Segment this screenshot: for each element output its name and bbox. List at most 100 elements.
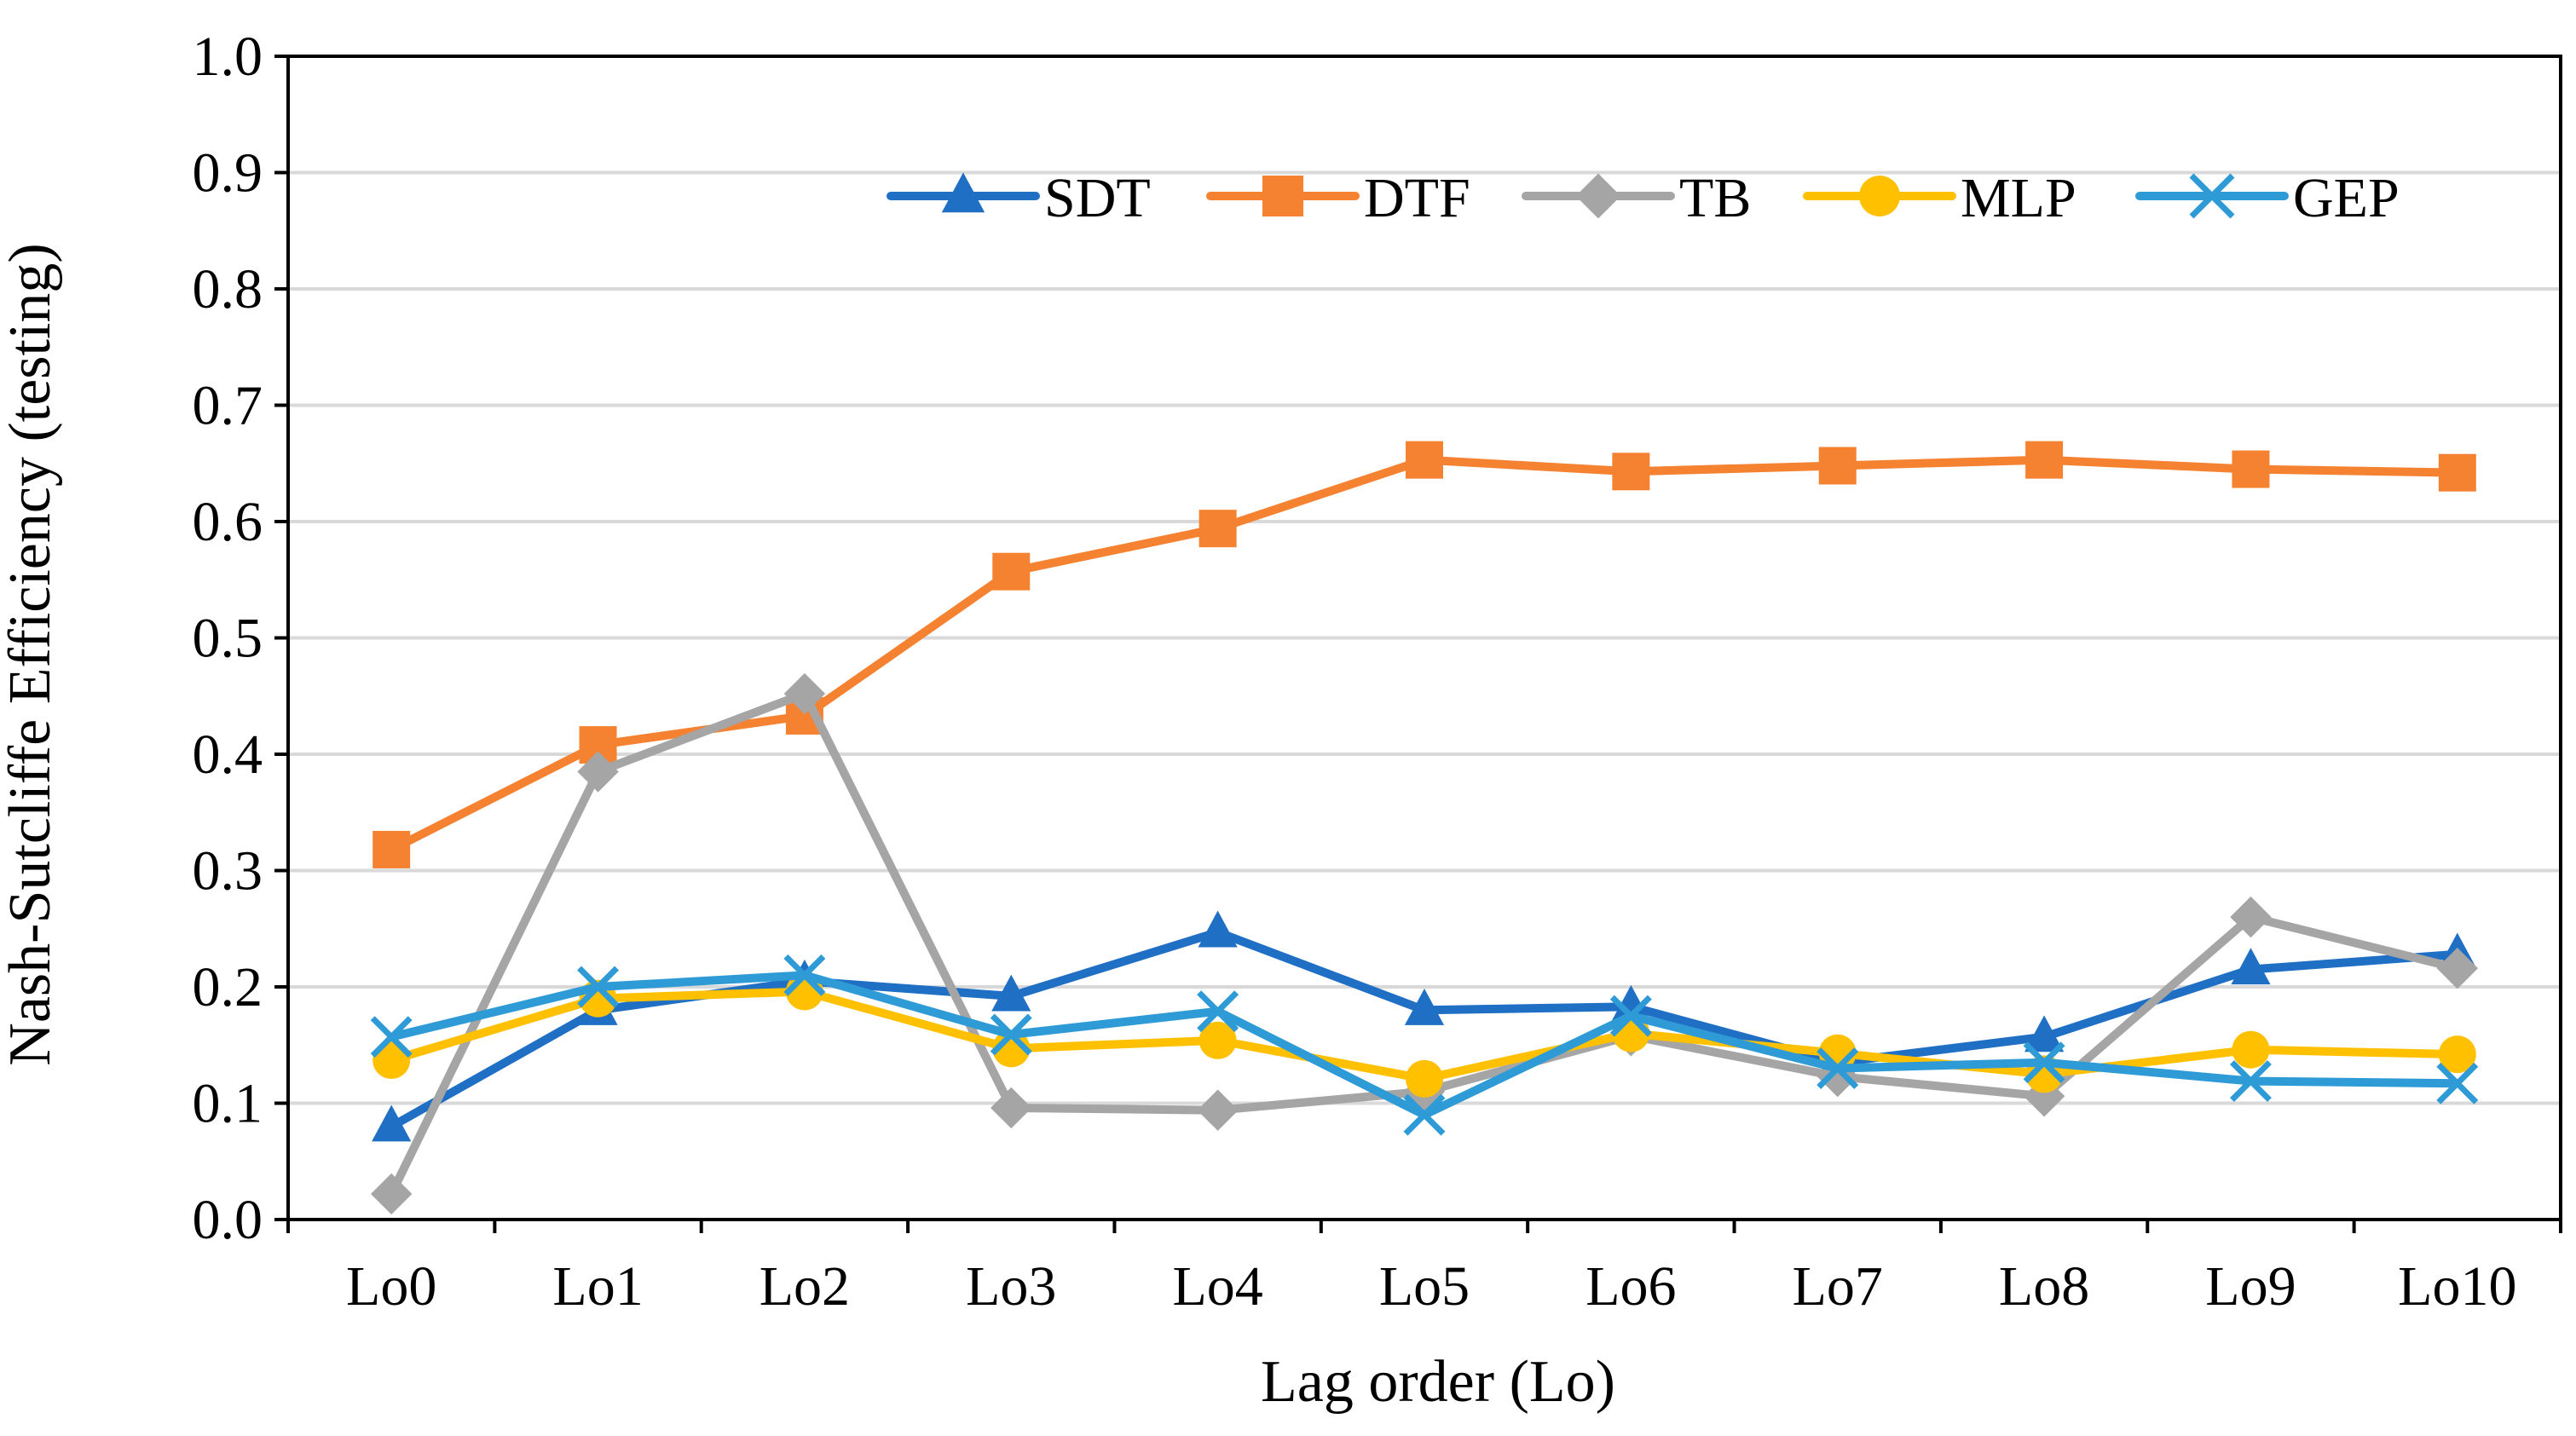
x-marker-stroke (1816, 1047, 1859, 1090)
y-tick-label: 0.2 (193, 956, 263, 1018)
data-point-sdt (1611, 984, 1651, 1022)
legend-item-sdt: SDT (887, 167, 1151, 229)
data-point-gep (990, 1013, 1032, 1056)
x-marker-stroke (783, 954, 826, 996)
data-point-mlp (1406, 1059, 1443, 1098)
data-point-sdt (2024, 1015, 2065, 1052)
y-tick-label: 0.1 (193, 1073, 263, 1135)
data-point-sdt (1404, 989, 1445, 1025)
legend-label-sdt: SDT (1044, 167, 1151, 229)
data-point-tb (370, 1173, 413, 1215)
legend-item-gep: GEP (2135, 167, 2400, 229)
data-point-dtf (2025, 441, 2064, 479)
x-tick-label: Lo1 (552, 1255, 643, 1318)
data-point-tb (1197, 1089, 1239, 1131)
x-marker-stroke (990, 1013, 1032, 1056)
data-point-tb (991, 1087, 1032, 1129)
data-point-gep (1403, 1093, 1446, 1136)
x-marker-stroke (1197, 990, 1239, 1033)
series-dtf (373, 441, 2476, 868)
legend-marker-sdt (941, 172, 985, 213)
x-marker-stroke (577, 966, 620, 1008)
legend-item-mlp: MLP (1803, 167, 2076, 229)
legend-marker-tb (1575, 173, 1621, 219)
legend-label-dtf: DTF (1364, 167, 1470, 229)
legend-item-tb: TB (1522, 167, 1751, 229)
y-tick-label: 0.0 (193, 1189, 263, 1251)
data-point-dtf (373, 830, 411, 868)
data-point-mlp (2232, 1030, 2270, 1069)
data-point-dtf (992, 552, 1031, 591)
legend-label-mlp: MLP (1961, 167, 2076, 229)
y-tick-label: 0.4 (193, 724, 263, 786)
data-point-tb (783, 672, 826, 715)
axes: 0.0 0.1 0.2 0.3 0.4 0.5 0.6 0.7 0.8 0.9 1.0 Lo0 Lo1 L… (193, 26, 2562, 1318)
x-marker-stroke (1609, 995, 1652, 1037)
x-tick-label: Lo8 (1999, 1255, 2089, 1318)
x-tick-label: Lo3 (966, 1255, 1056, 1318)
legend-item-dtf: DTF (1206, 167, 1470, 229)
data-point-mlp (992, 1029, 1031, 1068)
legend-marker-dtf (1262, 176, 1303, 216)
data-point-sdt (991, 974, 1031, 1012)
legend-marker-gep (2189, 173, 2235, 219)
x-marker-stroke (2436, 1062, 2479, 1104)
y-tick-label: 1.0 (193, 26, 263, 88)
data-point-mlp (2438, 1035, 2476, 1074)
x-tick-label: Lo2 (760, 1255, 850, 1318)
x-tick-label: Lo4 (1172, 1255, 1262, 1318)
data-point-mlp (1198, 1021, 1237, 1059)
data-point-gep (1609, 995, 1652, 1037)
data-point-tb (2436, 947, 2479, 989)
series-group (370, 441, 2479, 1215)
legend: SDT DTF TB MLP GEP (887, 167, 2400, 229)
y-tick-label: 0.6 (193, 491, 263, 553)
data-point-sdt (2231, 948, 2271, 985)
x-tick-label: Lo5 (1379, 1255, 1470, 1318)
x-tick-label: Lo9 (2205, 1255, 2296, 1318)
data-point-gep (2229, 1060, 2272, 1103)
data-point-dtf (1818, 447, 1857, 485)
data-point-gep (1816, 1047, 1859, 1090)
data-point-dtf (1198, 510, 1237, 548)
x-tick-label: Lo7 (1793, 1255, 1883, 1318)
x-tick-label: Lo10 (2398, 1255, 2516, 1318)
x-axis-title: Lag order (Lo) (1261, 1349, 1615, 1415)
data-point-dtf (2438, 453, 2476, 492)
data-point-tb (2230, 896, 2272, 938)
data-point-sdt (1198, 910, 1238, 948)
y-tick-label: 0.8 (193, 258, 263, 320)
data-point-tb (577, 751, 619, 793)
x-tick-label: Lo0 (346, 1255, 436, 1318)
plot-frame (286, 55, 2562, 1221)
data-point-gep (370, 1016, 413, 1058)
legend-label-gep: GEP (2293, 167, 2400, 229)
y-tick-label: 0.5 (193, 608, 263, 670)
data-point-gep (2023, 1041, 2065, 1084)
data-point-gep (783, 954, 826, 996)
y-axis-title: Nash-Sutcliffe Efficiency (testing) (0, 243, 63, 1065)
data-point-dtf (1612, 453, 1650, 491)
series-gep (370, 954, 2479, 1136)
x-marker-stroke (370, 1016, 413, 1058)
y-tick-label: 0.9 (193, 142, 263, 205)
x-marker-stroke (2189, 173, 2235, 219)
data-point-gep (2436, 1062, 2479, 1104)
data-point-mlp (373, 1041, 411, 1079)
x-marker-stroke (2023, 1041, 2065, 1084)
x-marker-stroke (2229, 1060, 2272, 1103)
y-tick-label: 0.7 (193, 375, 263, 437)
legend-label-tb: TB (1679, 167, 1751, 229)
x-tick-label: Lo6 (1585, 1255, 1676, 1318)
y-tick-label: 0.3 (193, 840, 263, 903)
data-point-dtf (2232, 450, 2270, 488)
grid-lines (288, 170, 2561, 1105)
legend-marker-mlp (1859, 176, 1900, 216)
data-point-sdt (372, 1104, 412, 1142)
x-marker-stroke (1403, 1093, 1446, 1136)
data-point-gep (577, 966, 620, 1008)
data-point-dtf (1406, 441, 1443, 479)
